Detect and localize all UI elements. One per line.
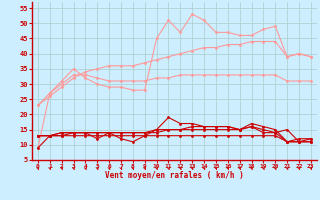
X-axis label: Vent moyen/en rafales ( km/h ): Vent moyen/en rafales ( km/h ): [105, 171, 244, 180]
